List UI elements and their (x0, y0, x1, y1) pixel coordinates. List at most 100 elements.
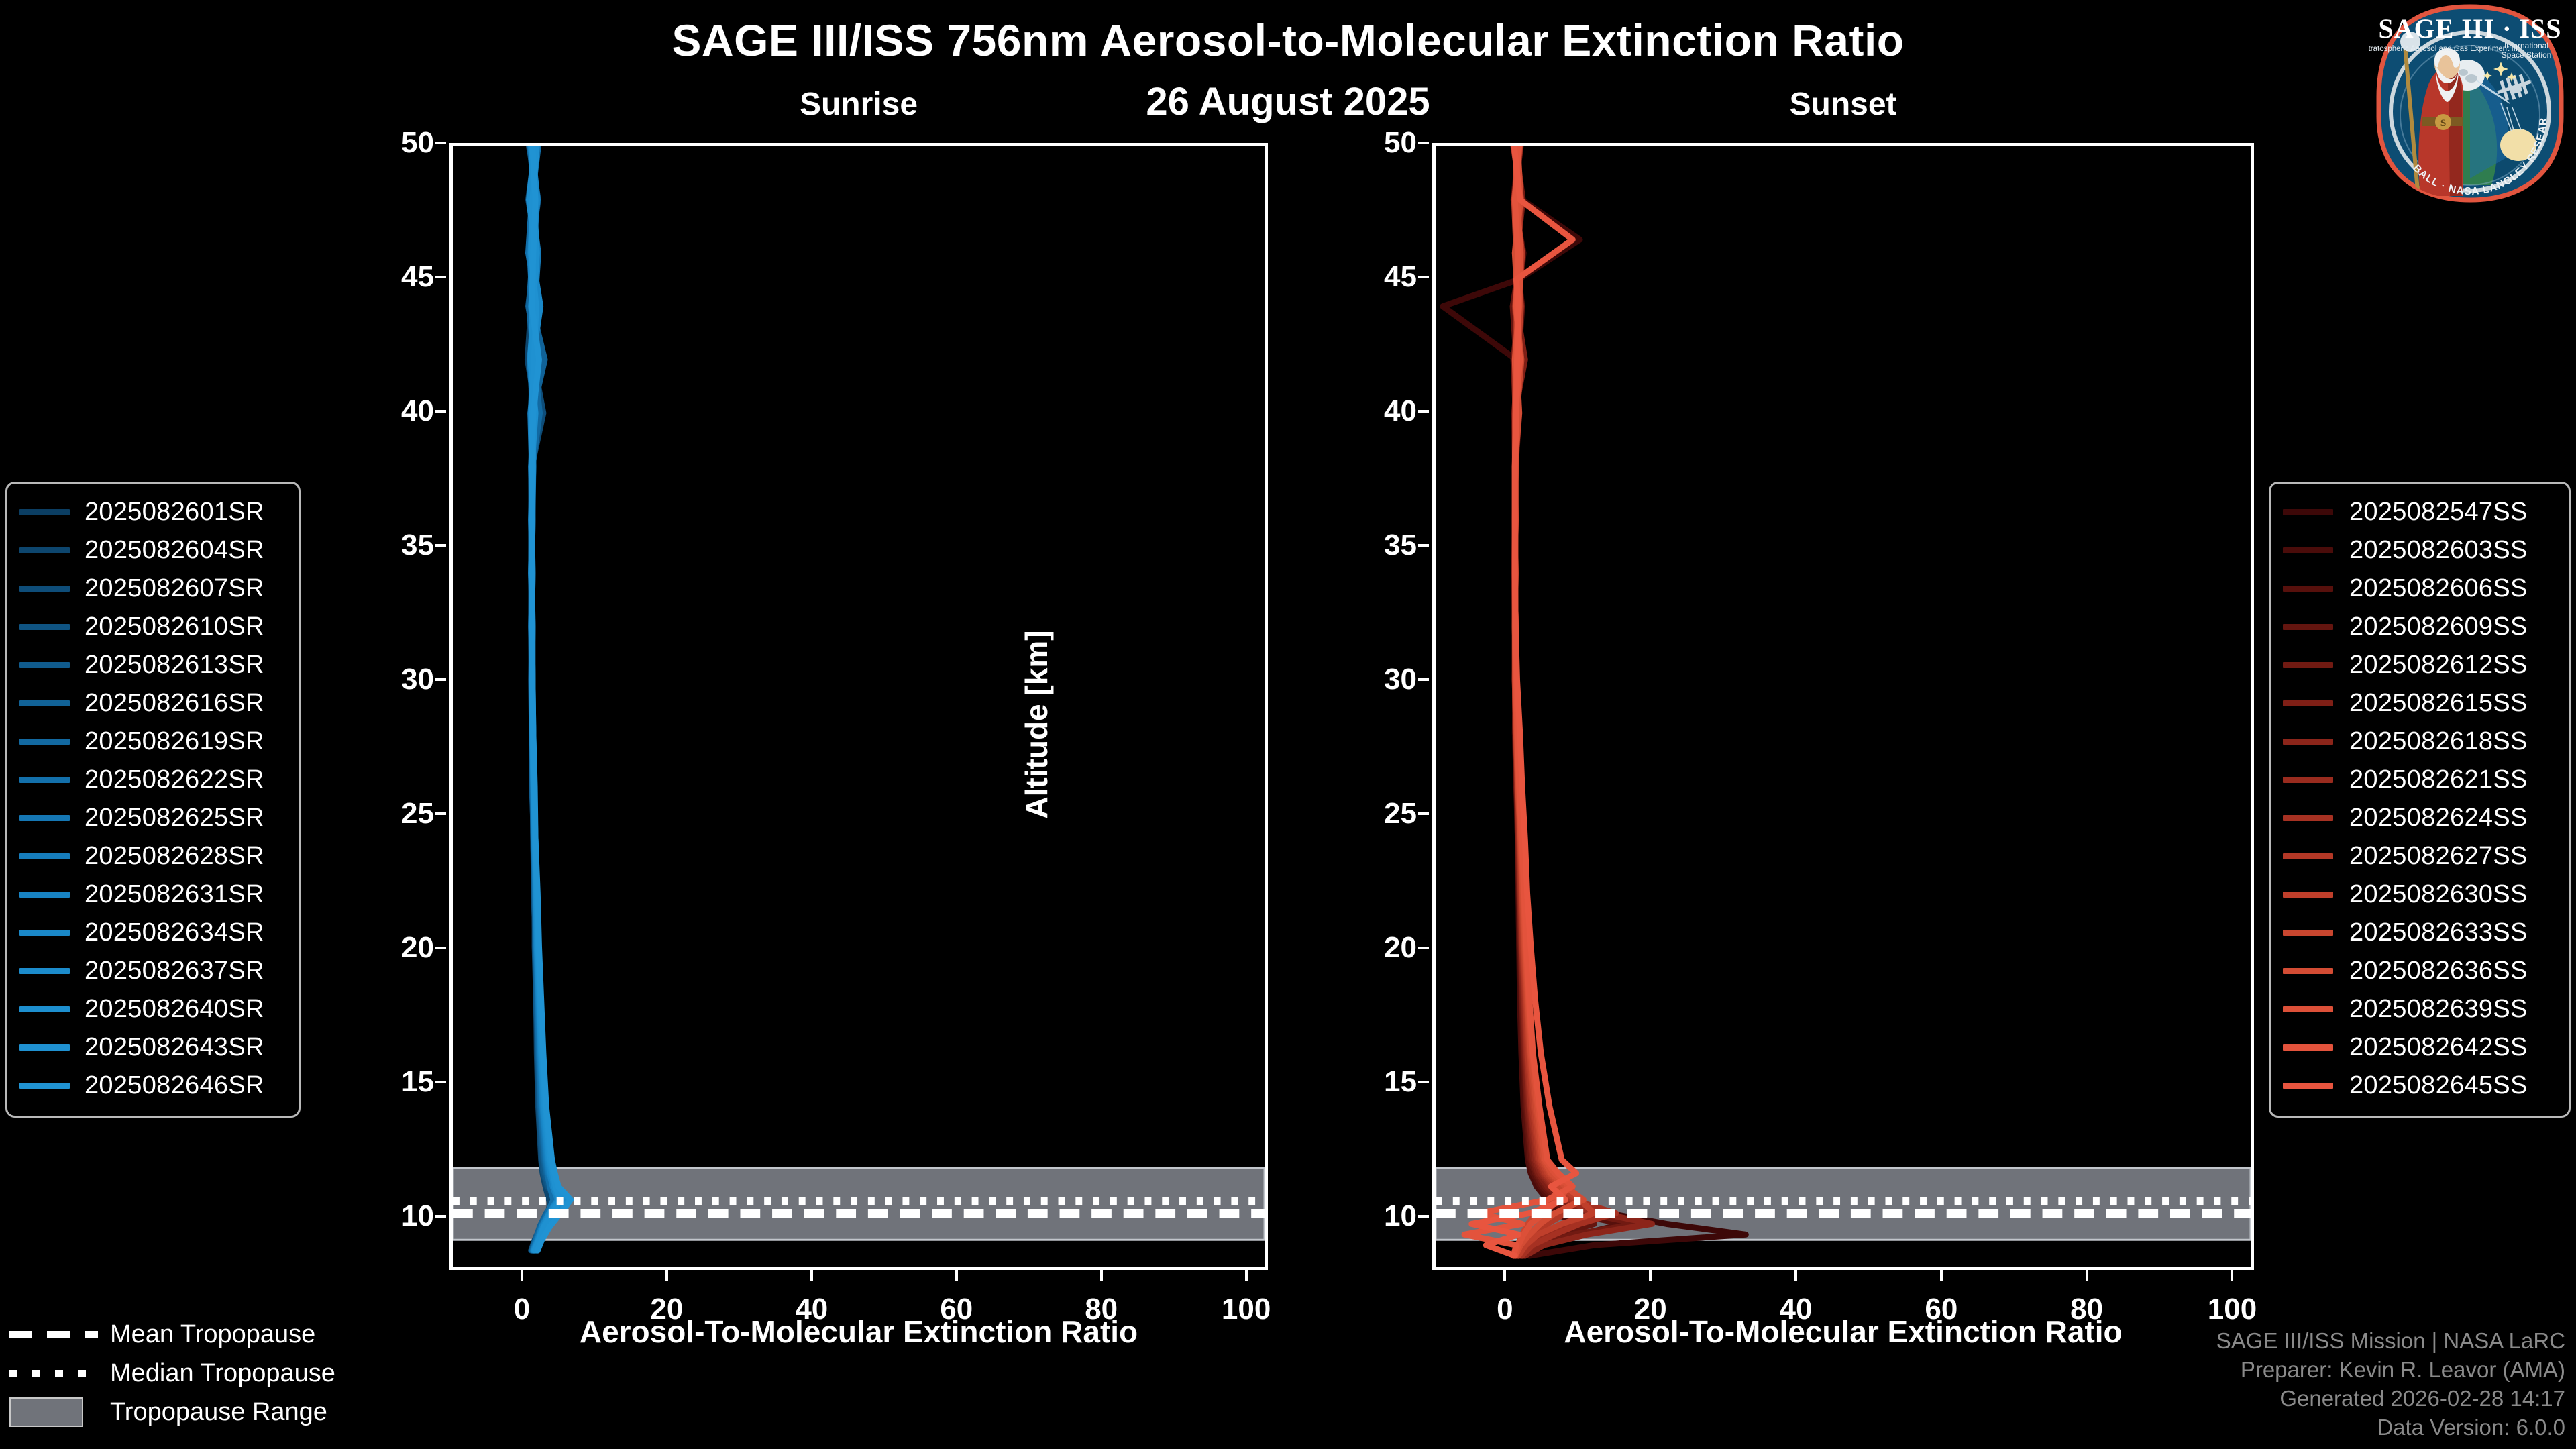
legend-item-sunrise[interactable]: 2025082619SR (19, 722, 286, 761)
legend-item-sunrise[interactable]: 2025082613SR (19, 646, 286, 684)
x-tick-label-sunset: 0 (1497, 1293, 1513, 1326)
legend-item-sunset[interactable]: 2025082612SS (2283, 646, 2557, 684)
data-trace (1468, 146, 1580, 1259)
x-tick-mark-sunrise (1099, 1270, 1103, 1281)
x-axis-label-sunset: Aerosol-To-Molecular Extinction Ratio (1564, 1314, 2123, 1349)
legend-item-sunrise[interactable]: 2025082604SR (19, 531, 286, 570)
legend-label: 2025082609SS (2349, 612, 2528, 641)
legend-item-median-tropopause: Median Tropopause (9, 1354, 425, 1393)
plot-panel-sunset (1432, 143, 2254, 1270)
legend-item-sunset[interactable]: 2025082618SS (2283, 722, 2557, 761)
legend-label: 2025082646SR (85, 1071, 264, 1099)
sage-iii-iss-mission-patch-logo: S BALL · NASA LANGLEY RESEARCH CENTER · … (2369, 4, 2564, 203)
credits-line-mission: SAGE III/ISS Mission | NASA LaRC (2216, 1328, 2565, 1354)
legend-color-swatch (2283, 547, 2333, 553)
legend-item-sunset[interactable]: 2025082639SS (2283, 990, 2557, 1028)
y-tick-mark-sunset (1418, 276, 1429, 278)
legend-item-sunset[interactable]: 2025082606SS (2283, 570, 2557, 608)
legend-item-sunrise[interactable]: 2025082640SR (19, 990, 286, 1028)
legend-label: 2025082621SS (2349, 765, 2528, 794)
legend-color-swatch (2283, 624, 2333, 630)
logo-subtitle-right-2: Space Station (2502, 50, 2552, 60)
legend-tropopause: Mean Tropopause Median Tropopause Tropop… (9, 1315, 425, 1432)
y-tick-label-sunrise: 25 (401, 797, 434, 830)
legend-item-sunrise[interactable]: 2025082610SR (19, 608, 286, 646)
legend-sunrise[interactable]: 2025082601SR 2025082604SR 2025082607SR 2025… (5, 482, 301, 1118)
y-tick-mark-sunset (1418, 142, 1429, 144)
legend-item-sunset[interactable]: 2025082615SS (2283, 684, 2557, 722)
legend-label: 2025082607SR (85, 574, 264, 602)
legend-item-sunrise[interactable]: 2025082631SR (19, 875, 286, 914)
legend-item-sunrise[interactable]: 2025082646SR (19, 1067, 286, 1105)
legend-color-swatch (19, 1083, 70, 1089)
legend-item-sunset[interactable]: 2025082547SS (2283, 493, 2557, 531)
x-tick-label-sunset: 60 (1925, 1293, 1958, 1326)
legend-item-sunrise[interactable]: 2025082622SR (19, 761, 286, 799)
x-tick-label-sunrise: 80 (1085, 1293, 1118, 1326)
dotted-line-icon (9, 1366, 98, 1380)
legend-color-swatch (2283, 739, 2333, 745)
y-tick-mark-sunrise (435, 678, 446, 681)
legend-item-sunset[interactable]: 2025082621SS (2283, 761, 2557, 799)
legend-label: 2025082627SS (2349, 842, 2528, 870)
svg-text:S: S (2440, 118, 2446, 129)
legend-label: 2025082606SS (2349, 574, 2528, 602)
legend-item-sunset[interactable]: 2025082609SS (2283, 608, 2557, 646)
legend-label: 2025082631SR (85, 880, 264, 908)
y-tick-mark-sunrise (435, 947, 446, 949)
legend-color-swatch (19, 1044, 70, 1051)
filled-box-icon (9, 1397, 98, 1427)
legend-label: 2025082640SR (85, 995, 264, 1023)
data-trace (1511, 146, 1594, 1259)
x-tick-mark-sunset (2231, 1270, 2234, 1281)
legend-label-tropopause-range: Tropopause Range (110, 1397, 327, 1426)
legend-label: 2025082604SR (85, 536, 264, 564)
legend-item-sunrise[interactable]: 2025082607SR (19, 570, 286, 608)
dashed-line-icon (9, 1328, 98, 1341)
legend-label: 2025082613SR (85, 651, 264, 679)
y-tick-label-sunrise: 30 (401, 663, 434, 696)
legend-color-swatch (2283, 586, 2333, 592)
legend-item-sunrise[interactable]: 2025082601SR (19, 493, 286, 531)
legend-item-sunrise[interactable]: 2025082634SR (19, 914, 286, 952)
y-tick-label-sunset: 20 (1384, 931, 1417, 964)
legend-item-sunset[interactable]: 2025082633SS (2283, 914, 2557, 952)
y-tick-label-sunset: 15 (1384, 1065, 1417, 1098)
legend-item-sunset[interactable]: 2025082627SS (2283, 837, 2557, 875)
legend-item-sunrise[interactable]: 2025082616SR (19, 684, 286, 722)
legend-color-swatch (19, 662, 70, 668)
legend-sunset[interactable]: 2025082547SS 2025082603SS 2025082606SS 2025… (2269, 482, 2571, 1118)
y-tick-label-sunset: 35 (1384, 529, 1417, 561)
plot-area-sunset (1436, 146, 2251, 1259)
panel-title-sunrise: Sunrise (799, 87, 918, 122)
legend-item-sunrise[interactable]: 2025082637SR (19, 952, 286, 990)
legend-item-sunrise[interactable]: 2025082625SR (19, 799, 286, 837)
legend-label: 2025082547SS (2349, 498, 2528, 526)
legend-item-sunset[interactable]: 2025082642SS (2283, 1028, 2557, 1067)
y-tick-label-sunrise: 10 (401, 1199, 434, 1232)
legend-color-swatch (2283, 777, 2333, 783)
legend-item-sunset[interactable]: 2025082630SS (2283, 875, 2557, 914)
legend-label: 2025082639SS (2349, 995, 2528, 1023)
legend-item-sunset[interactable]: 2025082636SS (2283, 952, 2557, 990)
legend-item-sunrise[interactable]: 2025082628SR (19, 837, 286, 875)
x-axis-label-sunrise: Aerosol-To-Molecular Extinction Ratio (579, 1314, 1138, 1349)
legend-item-sunset[interactable]: 2025082624SS (2283, 799, 2557, 837)
y-tick-label-sunrise: 50 (401, 126, 434, 159)
y-tick-mark-sunrise (435, 1081, 446, 1083)
x-tick-label-sunrise: 0 (513, 1293, 531, 1326)
y-tick-mark-sunrise (435, 812, 446, 815)
x-tick-label-sunset: 40 (1779, 1293, 1813, 1326)
x-tick-label-sunset: 20 (1633, 1293, 1667, 1326)
legend-item-sunset[interactable]: 2025082645SS (2283, 1067, 2557, 1105)
legend-item-sunset[interactable]: 2025082603SS (2283, 531, 2557, 570)
legend-label: 2025082642SS (2349, 1033, 2528, 1061)
x-tick-mark-sunrise (810, 1270, 813, 1281)
x-tick-label-sunrise: 100 (1221, 1293, 1271, 1326)
x-tick-mark-sunrise (955, 1270, 958, 1281)
legend-item-sunrise[interactable]: 2025082643SR (19, 1028, 286, 1067)
legend-color-swatch (2283, 1006, 2333, 1012)
legend-label: 2025082618SS (2349, 727, 2528, 755)
legend-color-swatch (2283, 892, 2333, 898)
legend-label: 2025082622SR (85, 765, 264, 794)
